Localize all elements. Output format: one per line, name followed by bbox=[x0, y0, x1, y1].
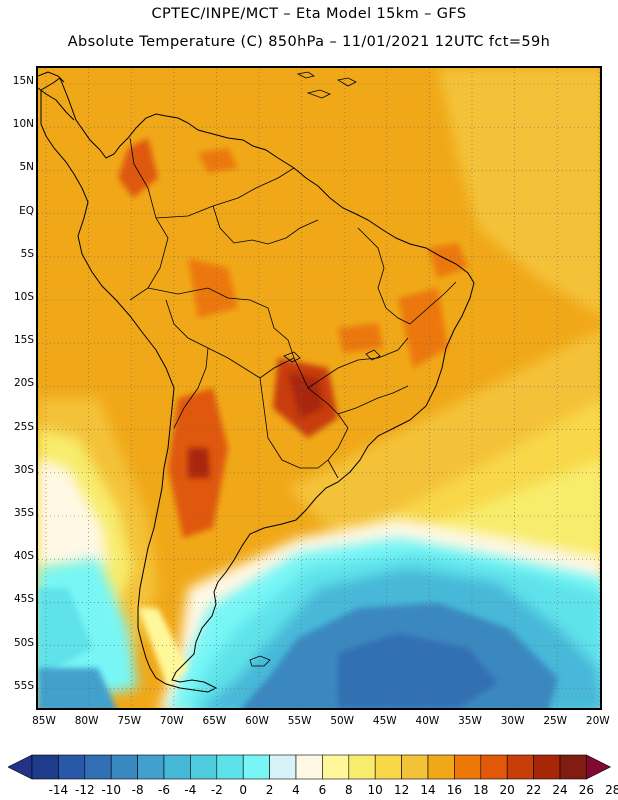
colorbar-swatch bbox=[216, 754, 244, 780]
longitude-label: 60W bbox=[245, 715, 269, 727]
latitude-label: 15N bbox=[12, 75, 34, 87]
colorbar-label: -12 bbox=[74, 783, 95, 797]
central-america-coastline bbox=[38, 71, 75, 121]
colorbar-label: 2 bbox=[265, 783, 274, 797]
colorbar-swatch bbox=[269, 754, 297, 780]
colorbar-label: -8 bbox=[131, 783, 144, 797]
longitude-label: 20W bbox=[585, 715, 610, 727]
colorbar-label: 26 bbox=[578, 783, 595, 797]
colorbar bbox=[8, 754, 612, 780]
colorbar-swatch bbox=[322, 754, 350, 780]
colorbar-swatch bbox=[427, 754, 455, 780]
latitude-label: 40S bbox=[13, 550, 34, 563]
longitude-label: 85W bbox=[32, 715, 56, 727]
colorbar-swatch bbox=[374, 754, 402, 780]
latitude-label: 10N bbox=[12, 118, 34, 131]
colorbar-label: -14 bbox=[48, 783, 69, 797]
longitude-label: 50W bbox=[330, 715, 355, 727]
colorbar-label: 16 bbox=[446, 783, 463, 797]
colorbar-swatch bbox=[506, 754, 534, 780]
colorbar-under-triangle bbox=[8, 754, 33, 780]
colorbar-swatch bbox=[190, 754, 218, 780]
longitude-label: 45W bbox=[372, 715, 397, 727]
longitude-label: 70W bbox=[159, 715, 184, 727]
latitude-label: 30S bbox=[13, 463, 34, 476]
longitude-label: 80W bbox=[74, 715, 99, 727]
field-hot-bahia bbox=[398, 288, 448, 368]
latitude-label: 55S bbox=[13, 679, 34, 692]
field-hot-venezuela bbox=[198, 148, 238, 173]
field-hot-goias bbox=[338, 323, 383, 353]
colorbar-label: 10 bbox=[367, 783, 383, 797]
colorbar-label: 14 bbox=[420, 783, 436, 797]
colorbar-swatch bbox=[110, 754, 138, 780]
map-title: CPTEC/INPE/MCT – Eta Model 15km – GFS bbox=[151, 6, 467, 22]
field-minus10-south bbox=[338, 633, 498, 708]
longitude-label: 75W bbox=[117, 715, 142, 727]
colorbar-label: 18 bbox=[473, 783, 489, 797]
colorbar-label: -4 bbox=[184, 783, 197, 797]
latitude-label: 5S bbox=[20, 247, 34, 260]
colorbar-swatch bbox=[295, 754, 323, 780]
colorbar-swatch bbox=[84, 754, 112, 780]
longitude-label: 30W bbox=[500, 715, 525, 727]
field-0-2-pacific bbox=[38, 588, 93, 678]
longitude-label: 65W bbox=[202, 715, 227, 727]
latitude-label: 20S bbox=[13, 377, 34, 390]
field-10-patagonia bbox=[138, 608, 188, 688]
colorbar-label: 20 bbox=[499, 783, 515, 797]
colorbar-swatch bbox=[31, 754, 59, 780]
colorbar-label: 28 bbox=[605, 783, 618, 797]
colorbar-over-triangle bbox=[586, 754, 612, 780]
colorbar-label: -6 bbox=[158, 783, 170, 797]
latitude-label: 45S bbox=[13, 593, 34, 606]
colorbar-swatch bbox=[58, 754, 86, 780]
field-16-18-northeast bbox=[438, 68, 600, 316]
colorbar-label: -2 bbox=[210, 783, 223, 797]
latitude-label: 35S bbox=[13, 507, 34, 519]
latitude-label: 5N bbox=[19, 161, 34, 174]
country-borders bbox=[129, 137, 457, 479]
latitude-label: EQ bbox=[19, 204, 34, 217]
field-hot-colombia bbox=[118, 138, 158, 198]
temperature-field bbox=[38, 68, 600, 708]
colorbar-swatch bbox=[348, 754, 376, 780]
colorbar-swatch bbox=[559, 754, 587, 780]
longitude-label: 40W bbox=[415, 715, 440, 727]
colorbar-label: 24 bbox=[552, 783, 568, 797]
colorbar-swatch bbox=[454, 754, 482, 780]
field-minus6-sw bbox=[38, 668, 117, 708]
longitude-label: 25W bbox=[543, 715, 568, 727]
longitude-label: 55W bbox=[287, 715, 312, 727]
graticule bbox=[38, 68, 600, 708]
colorbar-swatch bbox=[137, 754, 165, 780]
colorbar-label: -10 bbox=[101, 783, 121, 797]
temperature-map bbox=[36, 66, 602, 710]
latitude-label: 10S bbox=[13, 291, 34, 303]
colorbar-label: 22 bbox=[525, 783, 542, 797]
colorbar-swatch bbox=[163, 754, 191, 780]
colorbar-swatch bbox=[533, 754, 561, 780]
latitude-label: 25S bbox=[13, 420, 34, 433]
colorbar-label: 8 bbox=[344, 783, 353, 797]
longitude-label: 35W bbox=[458, 715, 482, 727]
latitude-label: 50S bbox=[13, 636, 34, 649]
field-6-8-pacific bbox=[38, 458, 108, 568]
latitude-label: 15S bbox=[13, 334, 34, 347]
colorbar-label: 4 bbox=[292, 783, 300, 797]
colorbar-swatch bbox=[242, 754, 270, 780]
field-hot-argentina-core bbox=[188, 448, 210, 478]
colorbar-label: 12 bbox=[393, 783, 410, 797]
map-subtitle: Absolute Temperature (C) 850hPa – 11/01/… bbox=[67, 34, 551, 50]
colorbar-label: 0 bbox=[239, 783, 247, 797]
colorbar-swatch bbox=[401, 754, 429, 780]
colorbar-label: 6 bbox=[318, 783, 327, 797]
islands bbox=[249, 71, 381, 667]
colorbar-swatch bbox=[480, 754, 508, 780]
field-hot-amazon bbox=[188, 258, 238, 318]
south-america-coastline bbox=[40, 77, 475, 693]
